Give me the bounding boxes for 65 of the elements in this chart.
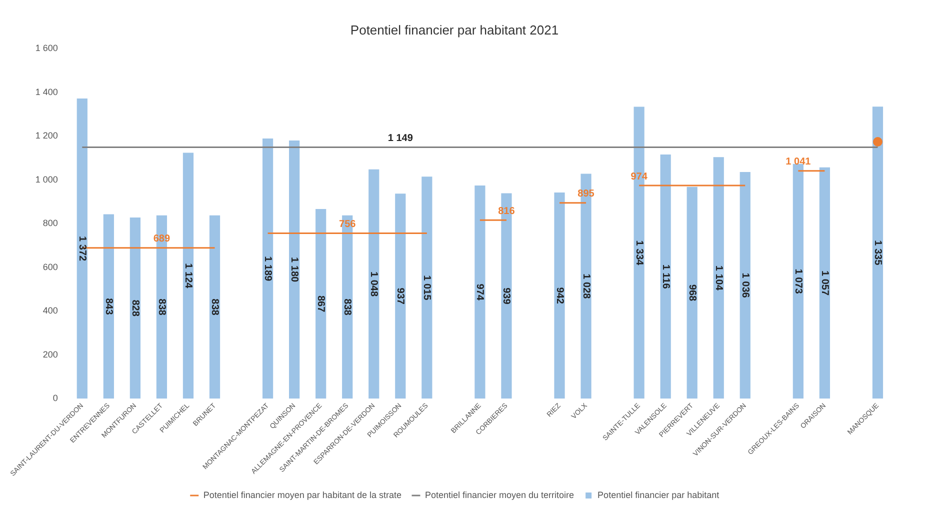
bar [182, 152, 194, 399]
y-tick-label: 1 000 [35, 174, 58, 184]
data-label: 1 189 [262, 256, 274, 282]
data-label: 1 036 [739, 272, 750, 298]
bar [368, 169, 380, 399]
data-label: 828 [129, 300, 140, 317]
data-label: 867 [315, 295, 326, 313]
y-tick-label: 600 [42, 262, 58, 272]
y-tick-label: 200 [42, 349, 58, 360]
bar [713, 157, 724, 399]
bar [660, 154, 671, 399]
data-label: 974 [474, 284, 486, 301]
bar [819, 167, 830, 399]
bar [872, 106, 884, 399]
data-label: 838 [209, 298, 220, 316]
legend-label: Potentiel financier moyen par habitant de la strate [203, 490, 402, 500]
bar [262, 138, 274, 399]
bar [103, 214, 114, 399]
data-label: 968 [686, 284, 698, 302]
bar [395, 194, 406, 399]
legend-label: Potentiel financier moyen du territoire [424, 490, 574, 500]
y-tick-label: 800 [42, 218, 58, 228]
y-tick-label: 0 [52, 393, 58, 404]
legend-label: Potentiel financier par habitant [598, 490, 720, 500]
data-label: 1 104 [712, 265, 724, 291]
data-label: 942 [554, 287, 565, 304]
chart-title: Potentiel financier par habitant 2021 [350, 22, 559, 38]
bar [289, 140, 300, 399]
bar [792, 164, 804, 399]
data-label: 937 [394, 288, 406, 305]
data-label: 689 [153, 234, 170, 245]
data-label: 939 [500, 288, 512, 305]
data-label: 838 [156, 298, 167, 316]
data-label: 1 149 [388, 133, 414, 144]
data-label: 974 [630, 171, 648, 182]
data-label: 1 073 [792, 268, 804, 294]
data-label: 838 [342, 298, 353, 316]
data-label: 1 048 [368, 272, 380, 297]
data-label: 1 372 [76, 236, 88, 262]
y-tick-label: 1 600 [35, 43, 58, 54]
bar [76, 98, 88, 399]
data-label: 1 057 [818, 270, 830, 296]
data-label: 1 041 [786, 156, 812, 168]
data-label: 1 015 [421, 275, 432, 301]
data-label: 1 334 [633, 240, 644, 266]
bar [474, 186, 486, 399]
data-label: 843 [102, 298, 114, 316]
data-label: 1 335 [872, 240, 883, 266]
data-label: 816 [498, 206, 516, 217]
y-tick-label: 400 [42, 306, 58, 316]
bar [740, 172, 750, 399]
bar [554, 192, 565, 399]
bar [130, 218, 140, 399]
data-label: 1 116 [660, 264, 671, 290]
y-tick-label: 1 200 [35, 130, 58, 141]
bar [422, 176, 432, 399]
data-label: 1 180 [288, 257, 300, 283]
y-tick-label: 1 400 [35, 86, 58, 97]
bar [209, 215, 220, 399]
data-label: 756 [339, 219, 356, 230]
bar [316, 208, 326, 399]
data-label: 1 124 [182, 263, 194, 289]
data-label: 895 [578, 188, 595, 200]
data-label: 1 028 [580, 274, 592, 300]
bar [686, 186, 698, 399]
